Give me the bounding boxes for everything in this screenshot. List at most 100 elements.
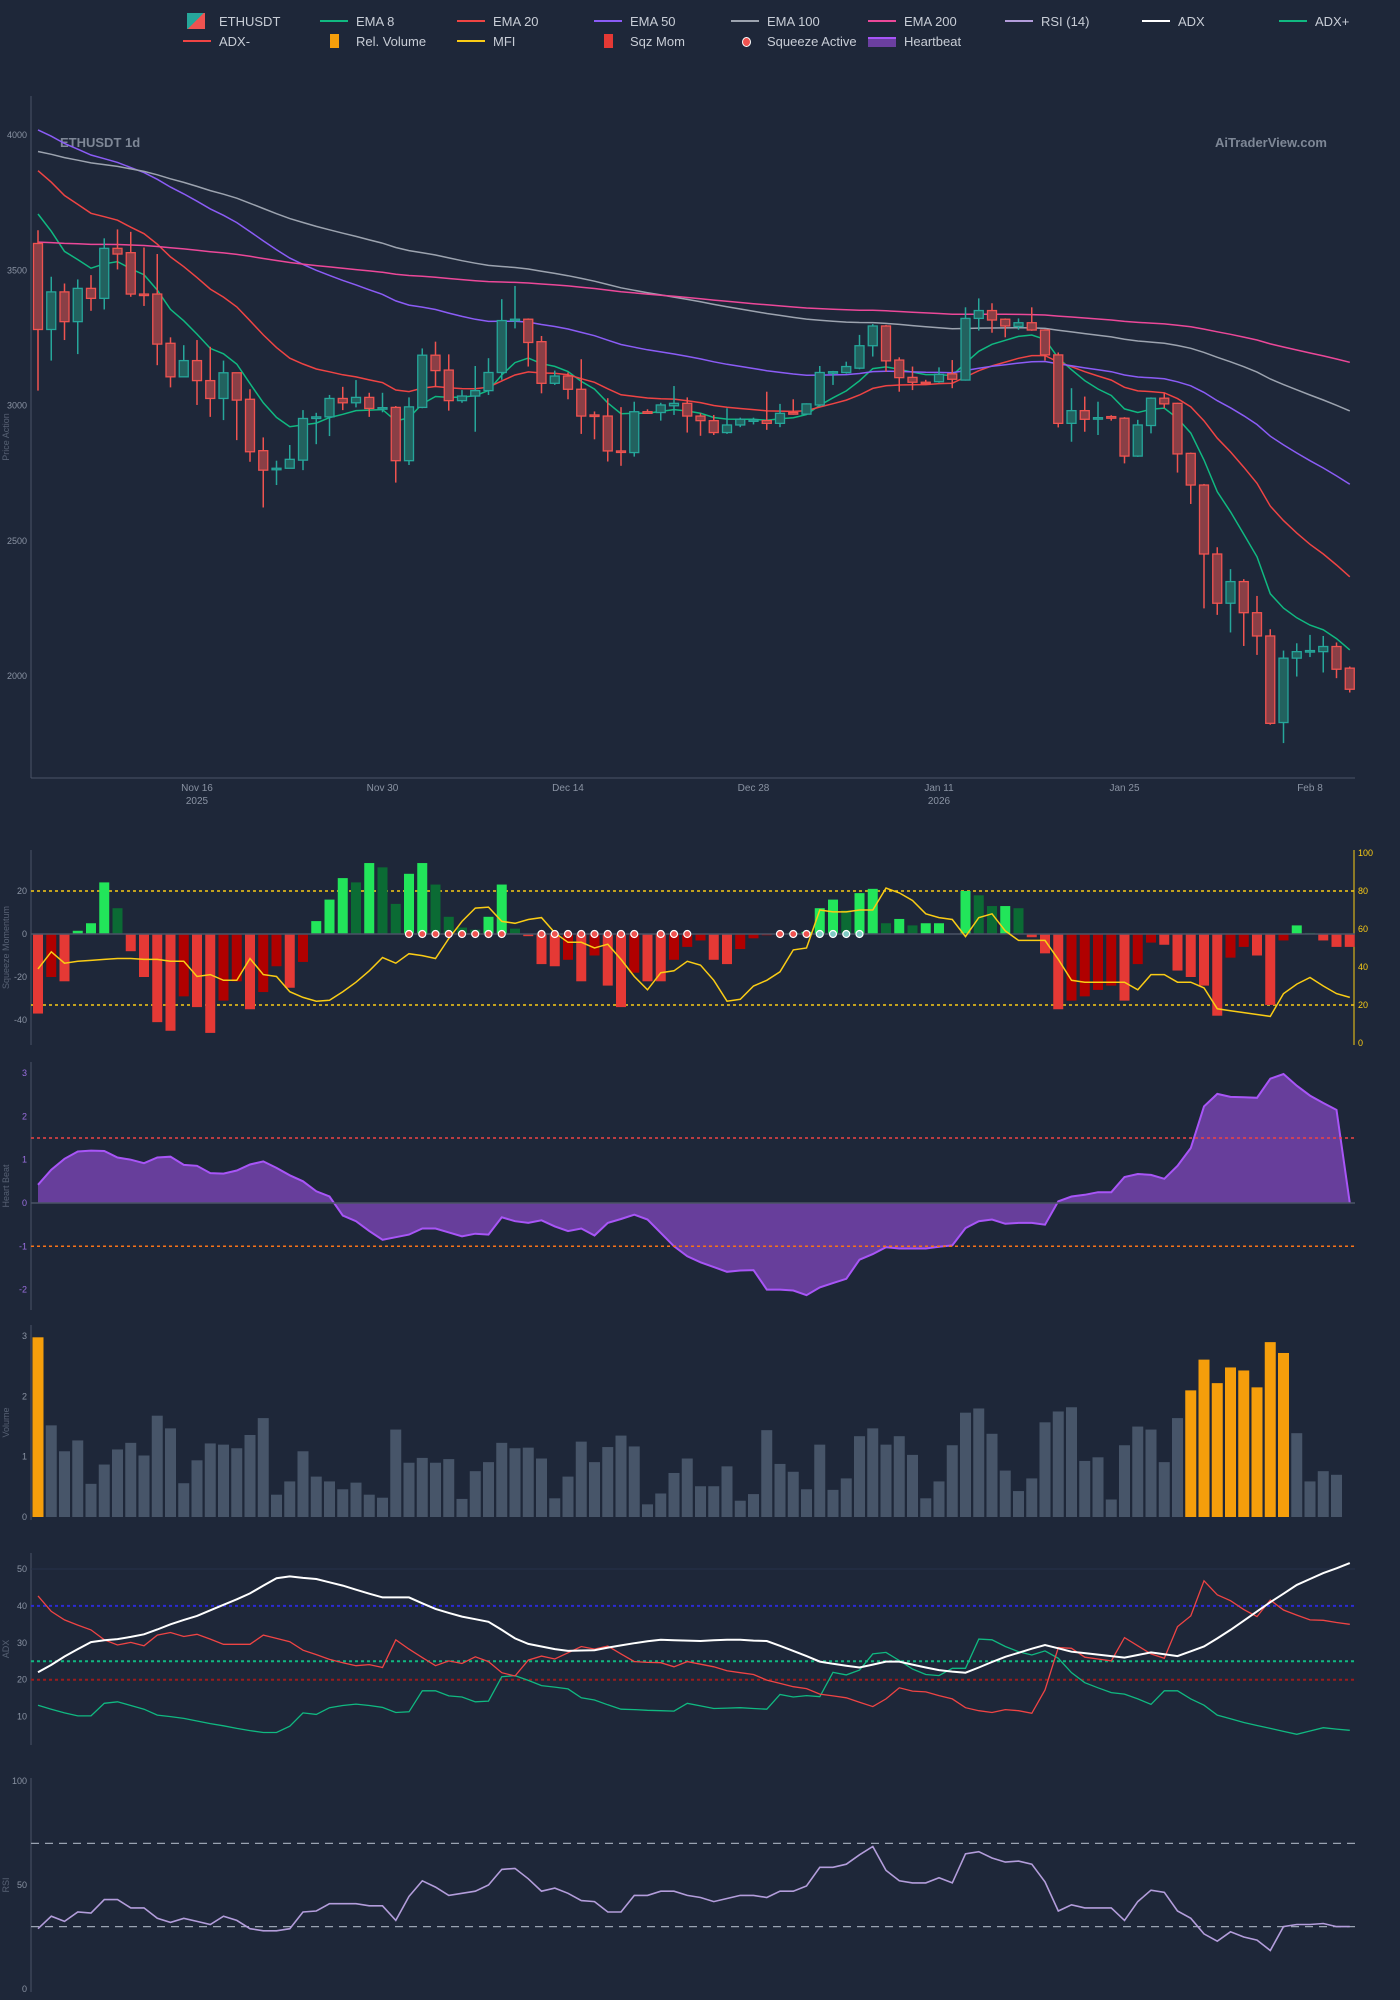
- legend-item[interactable]: Rel. Volume: [320, 34, 457, 49]
- candle: [1172, 402, 1183, 473]
- squeeze-dot: [431, 929, 440, 939]
- candle-body: [284, 458, 295, 469]
- candle-body: [165, 342, 176, 378]
- x-tick-year: 2025: [186, 796, 209, 807]
- candle: [523, 318, 534, 367]
- legend-item[interactable]: Heartbeat: [868, 34, 1005, 49]
- momentum-bar: [907, 925, 918, 934]
- y-tick-label: 50: [17, 1880, 27, 1890]
- candle-body: [32, 242, 44, 331]
- volume-bar: [1278, 1352, 1289, 1517]
- squeeze-dot: [855, 929, 864, 939]
- legend-item[interactable]: Squeeze Active: [731, 34, 868, 49]
- legend-item[interactable]: Sqz Mom: [594, 34, 731, 49]
- y-tick-label: -20: [14, 972, 27, 982]
- candle-body: [205, 379, 216, 400]
- legend-item[interactable]: ADX+: [1279, 13, 1400, 29]
- legend-item[interactable]: EMA 100: [731, 14, 868, 29]
- momentum-bar: [708, 934, 719, 960]
- candle: [138, 247, 150, 306]
- legend-item[interactable]: EMA 20: [457, 14, 594, 29]
- legend-item[interactable]: MFI: [457, 34, 594, 49]
- momentum-bar: [828, 899, 838, 934]
- legend-label: ADX+: [1315, 13, 1350, 29]
- candle: [947, 360, 958, 389]
- momentum-bar: [231, 934, 242, 982]
- momentum-bar: [854, 893, 865, 934]
- x-tick-label: Jan 11: [924, 783, 954, 794]
- candle: [324, 394, 335, 437]
- candle: [1238, 579, 1249, 646]
- legend-item[interactable]: ETHUSDT: [183, 13, 320, 29]
- y-tick-label: 20: [17, 1675, 27, 1685]
- momentum-bar: [1238, 934, 1249, 947]
- y-tick-label: 50: [17, 1564, 27, 1574]
- candle-body: [297, 417, 309, 461]
- volume-bar: [32, 1337, 44, 1517]
- candle: [841, 361, 852, 374]
- candle-body: [377, 407, 388, 410]
- y-tick-label: 3: [22, 1068, 27, 1078]
- candle-body: [576, 388, 587, 417]
- volume-bar: [112, 1449, 123, 1517]
- candle: [1344, 666, 1355, 693]
- candle-body: [1198, 484, 1210, 555]
- volume-bar: [973, 1408, 985, 1517]
- momentum-bar: [1146, 934, 1156, 943]
- candle-body: [271, 467, 282, 471]
- y-tick-label: 0: [22, 1512, 27, 1522]
- candle-body: [178, 359, 189, 378]
- candle-body: [125, 252, 136, 295]
- volume-bar: [1264, 1342, 1276, 1517]
- candle: [668, 386, 680, 415]
- candle: [602, 398, 613, 462]
- volume-bar: [469, 1471, 481, 1517]
- squeeze-dot: [590, 929, 599, 939]
- candle: [1304, 634, 1316, 658]
- volume-bar: [1185, 1390, 1197, 1517]
- candle-body: [629, 411, 640, 454]
- candle: [390, 406, 401, 483]
- legend-item[interactable]: EMA 50: [594, 13, 731, 29]
- candle: [562, 372, 574, 400]
- volume-bar: [1304, 1481, 1316, 1517]
- candle: [1066, 388, 1077, 442]
- candle-body: [244, 398, 256, 453]
- legend-item[interactable]: EMA 200: [868, 14, 1005, 29]
- momentum-bar: [205, 934, 216, 1033]
- momentum-bar: [33, 934, 43, 1014]
- legend-item[interactable]: ADX: [1142, 14, 1279, 29]
- momentum-bar: [59, 934, 70, 982]
- candle-body: [443, 369, 454, 402]
- candle-body: [1159, 397, 1170, 405]
- volume-bar: [615, 1435, 627, 1517]
- candle-body: [854, 345, 865, 369]
- candle-body: [1265, 635, 1276, 724]
- volume-bar: [655, 1493, 667, 1517]
- volume-bar: [1066, 1407, 1077, 1517]
- candle-body: [642, 411, 653, 414]
- candle: [1251, 595, 1263, 655]
- squeeze-dot: [815, 929, 824, 939]
- candle: [973, 298, 984, 331]
- momentum-bar: [616, 934, 626, 1008]
- candle: [364, 392, 375, 417]
- squeeze-dot: [669, 929, 679, 939]
- legend-item[interactable]: RSI (14): [1005, 14, 1142, 29]
- legend-item[interactable]: ADX-: [183, 34, 320, 49]
- volume-bar: [1331, 1474, 1342, 1517]
- candle: [72, 279, 83, 355]
- momentum-bar: [960, 891, 971, 934]
- legend-item[interactable]: EMA 8: [320, 14, 457, 29]
- candle: [231, 372, 242, 441]
- squeeze-dot: [789, 929, 798, 939]
- candle-body: [867, 325, 878, 347]
- candle: [854, 334, 865, 370]
- rsi-line: [37, 1845, 1350, 1952]
- volume-bar: [45, 1425, 57, 1517]
- volume-bar: [681, 1458, 693, 1517]
- legend-label: EMA 50: [630, 13, 676, 29]
- candle-body: [138, 293, 150, 297]
- momentum-bar: [973, 895, 984, 934]
